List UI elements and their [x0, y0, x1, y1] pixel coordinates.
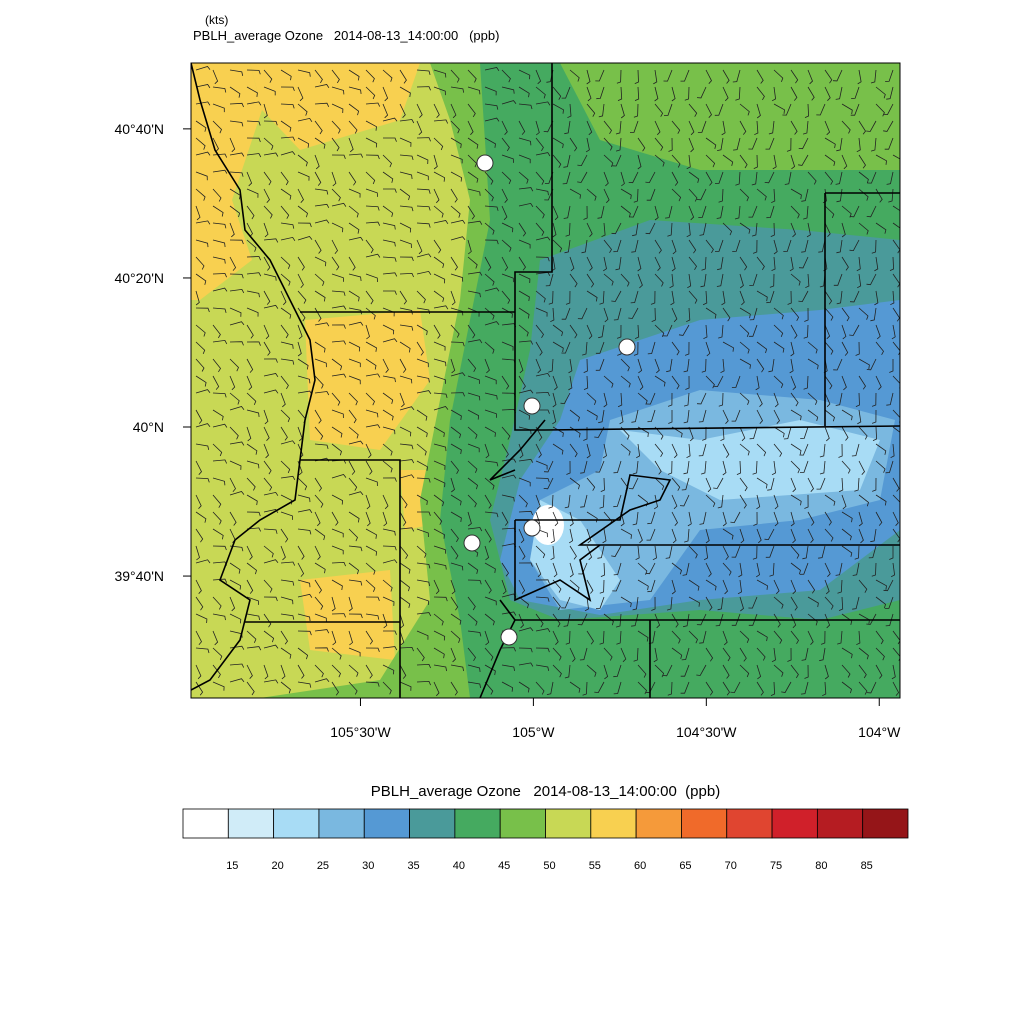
colorbar-box — [816, 808, 864, 839]
colorbar-box — [409, 808, 456, 839]
colorbar-box — [545, 808, 592, 839]
colorbar-box — [499, 808, 546, 839]
colorbar-box — [318, 808, 365, 839]
map-title: PBLH_average Ozone 2014-08-13_14:00:00 (… — [193, 28, 499, 43]
colorbar-label: 55 — [589, 860, 601, 872]
colorbar-label: 20 — [272, 860, 284, 872]
colorbar-label: 25 — [317, 860, 329, 872]
ozone-field — [191, 63, 900, 698]
colorbar-box — [363, 808, 410, 839]
colorbar-label: 60 — [634, 860, 646, 872]
colorbar-label: 30 — [362, 860, 374, 872]
lat-tick-label: 39°40'N — [114, 568, 164, 584]
colorbar-box — [862, 808, 909, 839]
colorbar-label: 75 — [770, 860, 782, 872]
colorbar-label: 45 — [498, 860, 510, 872]
colorbar-label: 65 — [679, 860, 691, 872]
colorbar-title: PBLH_average Ozone 2014-08-13_14:00:00 (… — [371, 783, 720, 800]
lon-tick-label: 104°W — [858, 724, 901, 740]
colorbar-box — [590, 808, 637, 839]
colorbar-box — [635, 808, 682, 839]
colorbar-label: 40 — [453, 860, 465, 872]
colorbar-label: 15 — [226, 860, 238, 872]
colorbar-box — [726, 808, 773, 839]
colorbar-box — [454, 808, 501, 839]
units-label: (kts) — [205, 13, 228, 27]
lon-tick-label: 104°30'W — [676, 724, 737, 740]
lon-tick-label: 105°30'W — [330, 724, 391, 740]
map-frame — [190, 62, 901, 699]
lon-tick-label: 105°W — [512, 724, 555, 740]
colorbar-label: 80 — [815, 860, 827, 872]
colorbar-box — [273, 808, 320, 839]
lat-tick-label: 40°20'N — [114, 270, 164, 286]
colorbar-label: 85 — [861, 860, 873, 872]
colorbar-label: 70 — [725, 860, 737, 872]
colorbar-box — [227, 808, 275, 839]
colorbar-box — [681, 808, 728, 839]
colorbar-label: 50 — [543, 860, 555, 872]
colorbar-label: 35 — [407, 860, 419, 872]
colorbar-box — [182, 808, 229, 839]
lat-tick-label: 40°40'N — [114, 121, 164, 137]
lat-tick-label: 40°N — [133, 419, 164, 435]
colorbar-box — [771, 808, 818, 839]
